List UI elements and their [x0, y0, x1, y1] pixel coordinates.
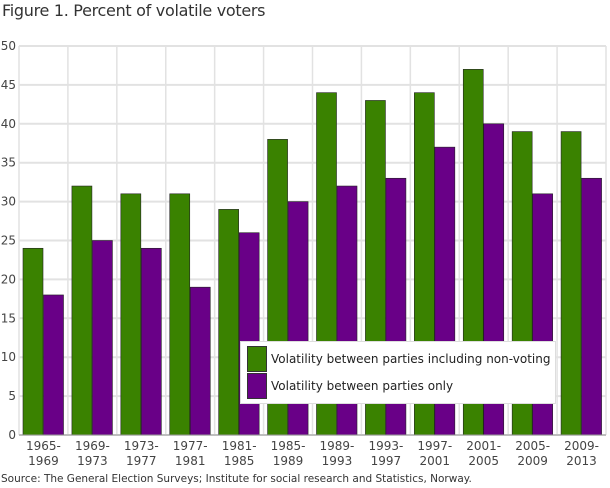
x-tick-label: 1985-: [271, 439, 306, 453]
bar-incl-non-voting: [560, 131, 582, 436]
bar-incl-non-voting: [169, 193, 191, 436]
bar-incl-non-voting: [218, 209, 239, 436]
x-tick-label: 1997: [371, 454, 402, 468]
bar-incl-non-voting: [120, 193, 142, 436]
y-tick-label: 30: [1, 195, 16, 209]
y-tick-label: 0: [8, 428, 16, 442]
y-tick-label: 10: [1, 350, 16, 364]
x-tick-label: 1981: [175, 454, 206, 468]
legend-label: Volatility between parties only: [271, 379, 454, 393]
bar-parties-only: [189, 286, 211, 436]
y-tick-label: 35: [1, 156, 16, 170]
x-tick-label: 1993-: [368, 439, 403, 453]
y-tick-label: 20: [1, 272, 16, 286]
bar-parties-only: [92, 240, 113, 436]
x-tick-label: 1969: [28, 454, 59, 468]
x-tick-label: 1965-: [26, 439, 61, 453]
bar-incl-non-voting: [22, 247, 44, 436]
y-tick-label: 25: [1, 234, 16, 248]
legend-swatch: [247, 373, 267, 399]
y-tick-label: 40: [1, 117, 16, 131]
y-tick-label: 50: [1, 39, 16, 53]
x-tick-label: 1985: [224, 454, 255, 468]
x-tick-label: 1977: [126, 454, 157, 468]
x-tick-label: 1973: [77, 454, 108, 468]
bar-parties-only: [581, 177, 602, 436]
legend-item-1: Volatility between parties only: [247, 373, 453, 399]
bar-parties-only: [238, 232, 260, 436]
bar-chart: 0 5 10 15 20 25 30 35 40 45 50 1965-1969 1969-1973 19…: [1, 39, 607, 468]
x-tick-label: 1993: [322, 454, 353, 468]
x-tick-label: 1973-: [124, 439, 159, 453]
legend-label: Volatility between parties including non…: [271, 352, 551, 366]
x-tick-label: 1989: [273, 454, 304, 468]
x-tick-label: 2013: [566, 454, 597, 468]
y-tick-label: 15: [1, 311, 16, 325]
x-tick-label: 1997-: [417, 439, 452, 453]
x-tick-label: 2009-: [564, 439, 599, 453]
bar-parties-only: [43, 294, 64, 436]
bar-parties-only: [141, 247, 162, 436]
x-tick-label: 2001: [420, 454, 451, 468]
x-tick-label: 2005-: [515, 439, 550, 453]
chart-title: Figure 1. Percent of volatile voters: [2, 1, 266, 20]
y-tick-label: 45: [1, 78, 16, 92]
x-tick-label: 1981-: [222, 439, 257, 453]
x-tick-label: 1969-: [75, 439, 110, 453]
x-tick-label: 1989-: [320, 439, 355, 453]
bar-incl-non-voting: [71, 185, 93, 436]
x-tick-label: 2005: [468, 454, 499, 468]
x-tick-label: 1977-: [173, 439, 208, 453]
x-tick-label: 2001-: [466, 439, 501, 453]
legend-swatch: [247, 346, 267, 372]
legend: Volatility between parties including non…: [240, 341, 556, 404]
legend-item-0: Volatility between parties including non…: [247, 346, 550, 372]
source-note: Source: The General Election Surveys; In…: [1, 473, 472, 485]
x-tick-label: 2009: [517, 454, 548, 468]
y-tick-label: 5: [8, 389, 16, 403]
